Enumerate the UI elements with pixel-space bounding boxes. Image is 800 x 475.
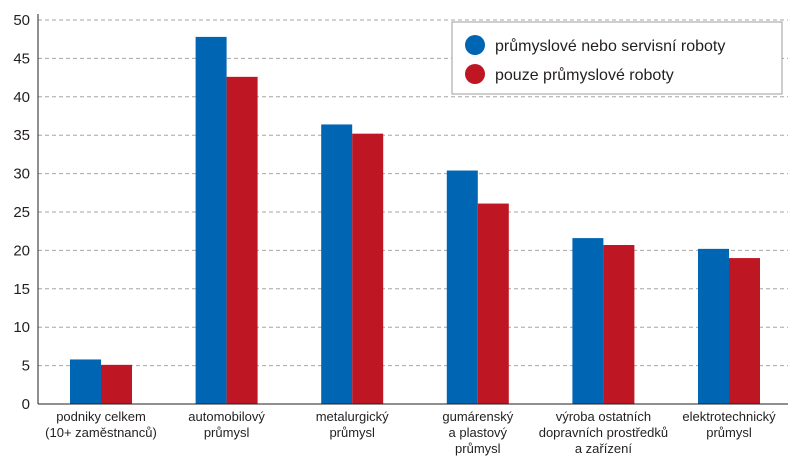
bar-series-1-category-5 xyxy=(572,238,604,404)
y-axis: 0 5 10 15 20 25 30 35 40 45 50 xyxy=(13,12,39,413)
y-tick-label: 35 xyxy=(13,127,30,144)
bar-series-2-category-2 xyxy=(226,76,258,404)
y-tick-label: 40 xyxy=(13,89,30,106)
y-tick-label: 25 xyxy=(13,204,30,221)
x-category-label: metalurgický průmysl xyxy=(316,409,389,440)
y-tick-label: 50 xyxy=(13,12,30,29)
bar-series-1-category-2 xyxy=(195,36,227,405)
bar-series-1-category-1 xyxy=(70,359,101,404)
legend: průmyslové nebo servisní roboty pouze pr… xyxy=(451,21,783,95)
legend-label-series-1: průmyslové nebo servisní roboty xyxy=(495,37,725,55)
bar-series-2-category-1 xyxy=(101,364,132,404)
x-axis: podniky celkem (10+ zaměstnanců) automobil… xyxy=(38,403,788,456)
y-tick-label: 45 xyxy=(13,50,30,67)
bar-series-1-category-3 xyxy=(321,124,353,404)
x-category-label: gumárenský a plastový průmysl xyxy=(442,409,513,456)
bar-series-1-category-6 xyxy=(698,248,729,404)
x-category-label: elektrotechnický průmysl xyxy=(682,409,776,440)
bar-series-2-category-3 xyxy=(352,133,384,404)
x-category-label: automobilový průmysl xyxy=(188,409,265,440)
grid-lines xyxy=(38,19,788,367)
legend-marker-series-1 xyxy=(465,35,485,55)
bar-series-2-category-5 xyxy=(603,245,635,404)
y-tick-label: 5 xyxy=(22,358,30,375)
x-category-label: podniky celkem (10+ zaměstnanců) xyxy=(45,409,157,440)
legend-marker-series-2 xyxy=(465,64,485,84)
y-tick-label: 15 xyxy=(13,281,30,298)
bar-series-2-category-4 xyxy=(477,203,509,404)
y-tick-label: 30 xyxy=(13,166,30,183)
legend-box xyxy=(451,21,783,95)
legend-label-series-2: pouze průmyslové roboty xyxy=(495,66,674,84)
bars xyxy=(70,36,760,405)
y-tick-label: 20 xyxy=(13,242,30,259)
x-category-label: výroba ostatních dopravních prostředků a z… xyxy=(539,409,668,456)
y-tick-label: 10 xyxy=(13,319,30,336)
bar-series-2-category-6 xyxy=(729,258,760,404)
y-tick-label: 0 xyxy=(22,396,30,413)
bar-series-1-category-4 xyxy=(446,170,478,404)
